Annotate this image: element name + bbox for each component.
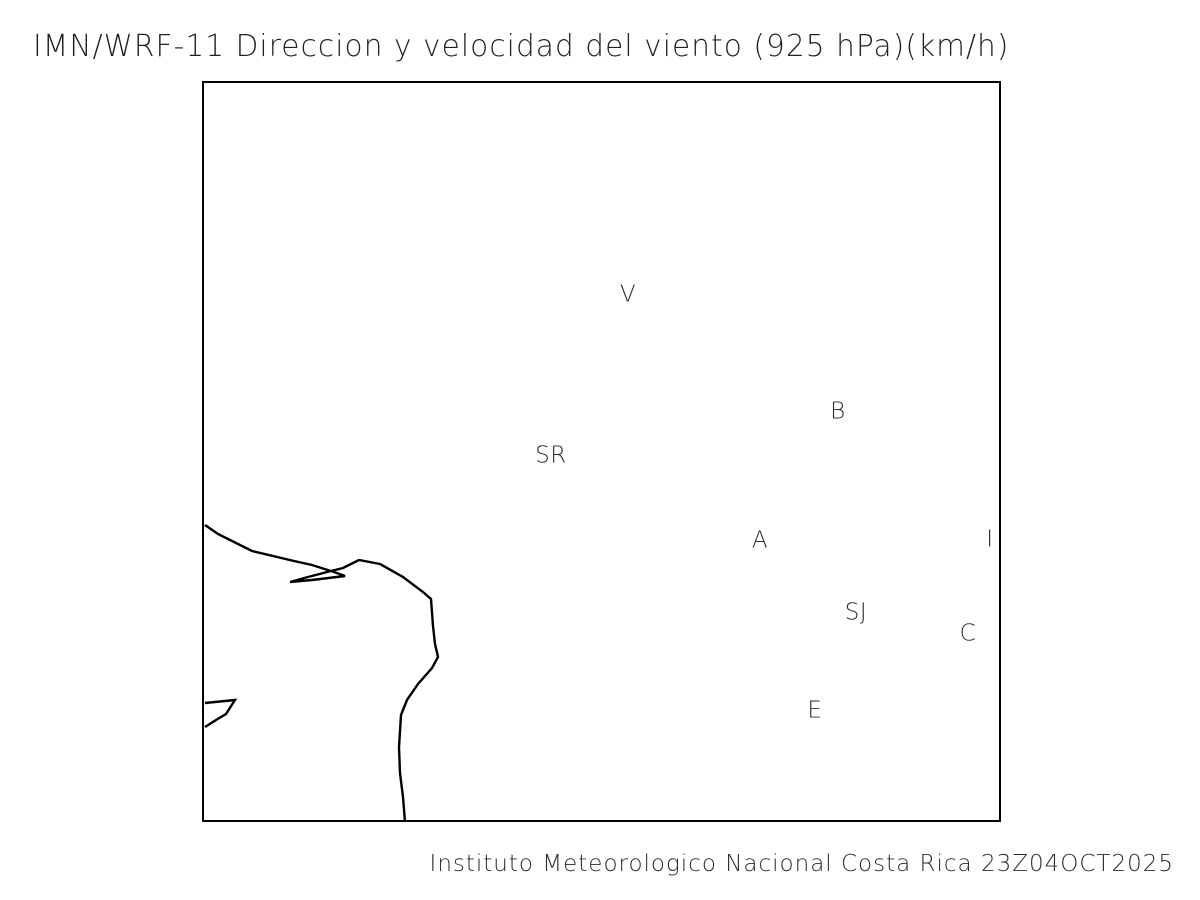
station-label-sj: SJ bbox=[844, 599, 868, 626]
station-label-i: I bbox=[986, 526, 994, 553]
map-canvas bbox=[204, 524, 440, 820]
coastline-nicoya-peninsula-tip bbox=[204, 698, 238, 729]
coastline-layer bbox=[204, 524, 440, 820]
station-label-c: C bbox=[959, 620, 977, 647]
station-label-e: E bbox=[807, 697, 823, 724]
station-label-sr: SR bbox=[535, 442, 567, 469]
station-label-a: A bbox=[751, 527, 769, 554]
page-title: IMN/WRF-11 Direccion y velocidad del vie… bbox=[33, 29, 1010, 64]
map-frame bbox=[202, 81, 1001, 822]
station-label-v: V bbox=[619, 281, 637, 308]
coastline-pacific-coast-main bbox=[204, 524, 440, 820]
station-label-b: B bbox=[830, 398, 846, 425]
footer-attribution: Instituto Meteorologico Nacional Costa R… bbox=[429, 851, 1174, 877]
